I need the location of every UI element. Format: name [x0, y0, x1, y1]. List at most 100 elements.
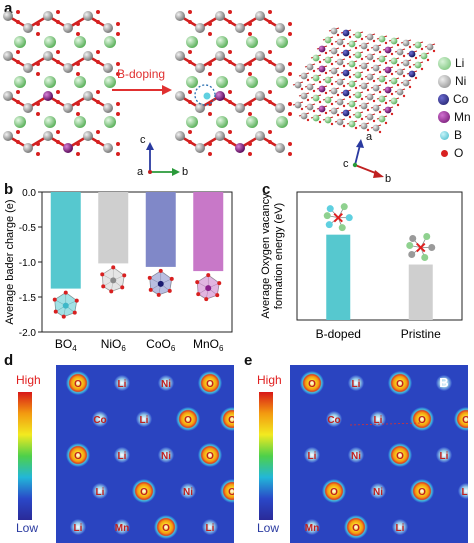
atom-label-O: O [206, 379, 214, 390]
atom-label-Li: Li [308, 451, 317, 462]
bar-b-MnO6 [193, 192, 224, 272]
atom-density-Li [136, 411, 152, 427]
atom-label-Ni: Ni [183, 487, 193, 498]
atom-label-Co: Co [327, 415, 340, 426]
atom-label-O: O [228, 415, 234, 426]
colorbar-e [259, 392, 273, 520]
atom-label-O: O [418, 487, 426, 498]
atom-density-O [344, 515, 368, 539]
charge-density-map-e: O Li O B Co Li O O Li Ni O Li O Ni O Li Mn O Li [290, 365, 468, 543]
atom-density-Li [92, 483, 108, 499]
axis-b2-line [354, 164, 379, 175]
xtick-label-c: Pristine [401, 327, 441, 341]
legend-item-o: O [438, 144, 474, 162]
legend-item-co: Co [438, 90, 474, 108]
atom-density-Ni [158, 375, 174, 391]
bar-b-BO4 [50, 192, 81, 289]
atom-density-O [410, 479, 434, 503]
atom-density-O [410, 407, 434, 431]
polyhedron-MnO6 [195, 273, 222, 302]
charge-density-map-d: O Li Ni O Co Li O O O Li Ni O Li O Ni O Li Mn O Li [56, 365, 234, 543]
atom-density-Li [304, 447, 320, 463]
atom-label-O: O [184, 415, 192, 426]
legend-item-b: B [438, 126, 474, 144]
atom-label-Mn: Mn [305, 523, 319, 534]
colorbar-low-d: Low [16, 521, 39, 535]
legend-label-mn: Mn [454, 110, 471, 124]
mn-swatch-icon [438, 111, 450, 123]
atom-label-O: O [162, 523, 170, 534]
vacancy-energy-chart: Average Oxygen vacancy formation energy (… [260, 191, 463, 341]
atom-label-Li: Li [374, 415, 383, 426]
panel-label-a: a [4, 0, 13, 17]
atom-label-O: O [352, 523, 360, 534]
atom-label-Ni: Ni [373, 487, 383, 498]
li-swatch-icon [438, 56, 451, 70]
atom-label-O: O [228, 487, 234, 498]
atom-density-Ni [370, 483, 386, 499]
vacancy-cluster-B-doped [323, 203, 353, 232]
atom-label-O: O [206, 451, 214, 462]
xtick-label-b: BO4 [55, 337, 77, 353]
panel-label-b: b [4, 181, 14, 198]
atom-density-O [220, 407, 234, 431]
atom-density-O [300, 371, 324, 395]
atom-density-Li [202, 519, 218, 535]
ytick-label-b: -1.0 [19, 258, 37, 269]
atom-density-O [66, 371, 90, 395]
ytick-label-b: -2.0 [19, 328, 37, 339]
atom-density-Ni [180, 483, 196, 499]
atom-density-Ni [348, 447, 364, 463]
legend-item-mn: Mn [438, 108, 474, 126]
atom-density-Li [436, 447, 452, 463]
panel-label-d: d [4, 352, 14, 369]
atom-density-Li [70, 519, 86, 535]
panel-a-structures [3, 10, 436, 178]
atom-density-Li [114, 447, 130, 463]
co-swatch-icon [438, 93, 449, 105]
atom-label-B: B [439, 375, 448, 390]
atom-density-Li [392, 519, 408, 535]
atom-label-O: O [308, 379, 316, 390]
legend-label-li: Li [455, 56, 465, 70]
atom-density-Mn [114, 519, 130, 535]
atom-label-O: O [418, 415, 426, 426]
legend-label-co: Co [453, 92, 469, 106]
atom-label-Li: Li [140, 415, 149, 426]
axis-label-a: a [137, 166, 144, 178]
o-swatch-icon [441, 149, 448, 157]
bar-b-CoO6 [145, 192, 176, 267]
atom-density-O [388, 371, 412, 395]
atom-density-O [198, 371, 222, 395]
atom-label-Ni: Ni [351, 451, 361, 462]
atom-label-Li: Li [206, 523, 215, 534]
atom-label-Li: Li [96, 487, 105, 498]
legend-item-ni: Ni [438, 72, 474, 90]
atom-label-Li: Li [74, 523, 83, 534]
xtick-label-b: MnO6 [193, 337, 224, 353]
atom-density-O [154, 515, 178, 539]
polyhedron-BO4 [52, 290, 79, 319]
colorbar-low-e: Low [257, 521, 280, 535]
xtick-label-c: B-doped [316, 327, 361, 341]
panel-label-c: c [262, 181, 271, 198]
atom-density-Co [326, 411, 342, 427]
atom-label-O: O [462, 415, 468, 426]
axis-label-b2: b [385, 173, 392, 185]
atom-density-O [322, 479, 346, 503]
atom-density-Co [92, 411, 108, 427]
ylabel-b: Average bader charge (e) [4, 199, 16, 324]
atom-label-Li: Li [118, 451, 127, 462]
atom-label-Li: Li [462, 487, 468, 498]
axis-label-c2: c [343, 158, 349, 170]
axis-label-b: b [182, 166, 189, 178]
bar-c-Pristine [408, 264, 433, 320]
atom-label-Li: Li [118, 379, 127, 390]
xtick-label-b: CoO6 [146, 337, 176, 353]
legend-label-o: O [454, 146, 464, 160]
colorbar-high-e: High [257, 373, 282, 387]
atom-label-Mn: Mn [115, 523, 129, 534]
atom-label-O: O [396, 451, 404, 462]
legend-label-ni: Ni [455, 74, 467, 88]
